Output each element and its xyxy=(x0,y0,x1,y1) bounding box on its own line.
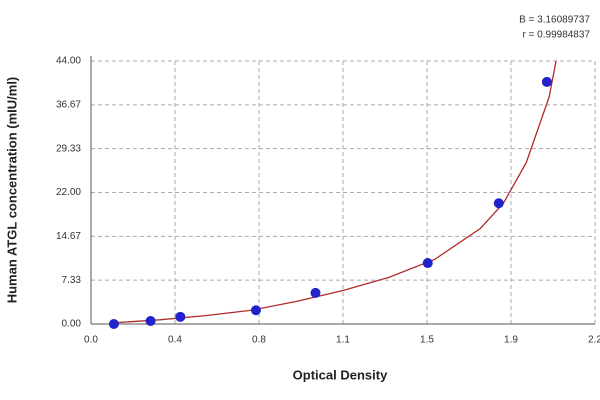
data-point xyxy=(493,198,504,209)
fit-curve xyxy=(113,60,557,324)
data-point xyxy=(108,319,119,329)
x-tick-label: 2.2 xyxy=(588,335,600,346)
x-tick-label: 1.5 xyxy=(420,335,434,346)
x-tick-label: 0.0 xyxy=(84,335,98,346)
x-tick-label: 0.8 xyxy=(252,335,266,346)
data-point xyxy=(541,76,552,87)
x-tick-label: 0.4 xyxy=(168,335,182,346)
y-tick-label: 0.00 xyxy=(62,319,82,330)
data-point xyxy=(250,305,261,316)
y-axis-title: Human ATGL concentration (mIU/ml) xyxy=(4,77,19,304)
y-tick-label: 44.00 xyxy=(56,56,81,67)
y-tick-label: 7.33 xyxy=(62,275,82,286)
y-tick-label: 36.67 xyxy=(56,99,81,110)
x-tick-label: 1.1 xyxy=(336,335,350,346)
y-tick-label: 14.67 xyxy=(56,231,81,242)
annotation: B = 3.16089737 xyxy=(519,15,590,26)
annotation: r = 0.99984837 xyxy=(522,30,590,41)
y-tick-label: 29.33 xyxy=(56,143,81,154)
x-tick-label: 1.9 xyxy=(504,335,518,346)
data-point xyxy=(175,311,186,322)
x-axis-title: Optical Density xyxy=(293,367,388,382)
data-point xyxy=(310,287,321,298)
data-point xyxy=(145,316,156,327)
data-point xyxy=(422,258,433,269)
y-tick-label: 22.00 xyxy=(56,187,81,198)
